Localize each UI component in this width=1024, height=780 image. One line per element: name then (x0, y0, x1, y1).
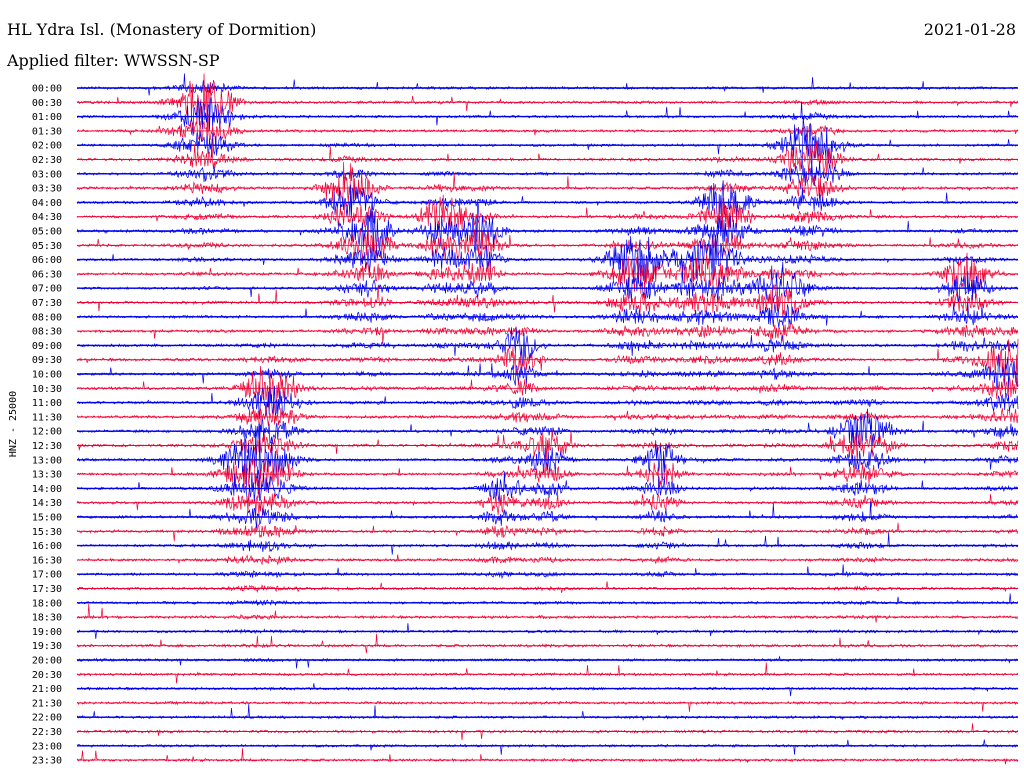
trace-line (76, 704, 1019, 721)
trace-line (76, 469, 1019, 504)
trace-line (76, 261, 1019, 317)
trace-line (76, 201, 1019, 256)
tick-label: 19:00 (32, 627, 62, 638)
tick-label: 09:00 (32, 341, 62, 352)
tick-label: 01:30 (32, 126, 62, 137)
tick-label: 23:00 (32, 741, 62, 752)
trace-line (76, 385, 1019, 420)
tick-label: 14:00 (32, 484, 62, 495)
trace-line (76, 554, 1019, 566)
record-date: 2021-01-28 (924, 20, 1016, 39)
tick-label: 06:00 (32, 255, 62, 266)
trace-line (76, 425, 1019, 495)
tick-label: 08:00 (32, 312, 62, 323)
tick-label: 17:30 (32, 584, 62, 595)
tick-label: 02:30 (32, 155, 62, 166)
tick-label: 15:30 (32, 527, 62, 538)
station-title: HL Ydra Isl. (Monastery of Dormition) (7, 20, 316, 39)
tick-label: 21:00 (32, 684, 62, 695)
trace-line (76, 655, 1019, 669)
tick-label: 03:00 (32, 169, 62, 180)
trace-line (76, 366, 1019, 413)
tick-label: 00:30 (32, 98, 62, 109)
tick-label: 16:30 (32, 555, 62, 566)
trace-group (76, 73, 1019, 765)
trace-line (76, 564, 1019, 580)
trace-line (76, 456, 1019, 498)
tick-label: 11:30 (32, 412, 62, 423)
trace-line (76, 405, 1019, 432)
tick-label: 23:30 (32, 756, 62, 767)
tick-label: 18:00 (32, 598, 62, 609)
tick-label: 10:00 (32, 370, 62, 381)
tick-label: 07:30 (32, 298, 62, 309)
trace-line (76, 522, 1019, 542)
tick-label: 22:00 (32, 713, 62, 724)
tick-label: 08:30 (32, 327, 62, 338)
trace-line (76, 322, 1019, 344)
tick-label: 18:30 (32, 613, 62, 624)
tick-label: 13:30 (32, 470, 62, 481)
tick-label: 05:00 (32, 227, 62, 238)
tick-label: 21:30 (32, 698, 62, 709)
trace-line (76, 532, 1019, 555)
trace-line (76, 501, 1019, 529)
trace-line (76, 683, 1019, 697)
tick-label: 14:30 (32, 498, 62, 509)
tick-label: 15:00 (32, 513, 62, 524)
tick-label: 03:30 (32, 184, 62, 195)
tick-label: 00:00 (32, 84, 62, 95)
y-axis-label: HNZ - 25000 (8, 391, 19, 457)
tick-label: 20:30 (32, 670, 62, 681)
trace-line (76, 194, 1019, 237)
trace-line (76, 302, 1019, 328)
tick-label: 01:00 (32, 112, 62, 123)
tick-label: 19:30 (32, 641, 62, 652)
trace-line (76, 73, 1019, 96)
tick-label: 06:30 (32, 269, 62, 280)
tick-label: 02:00 (32, 141, 62, 152)
tick-label: 16:00 (32, 541, 62, 552)
trace-line (76, 160, 1018, 190)
trace-line (76, 430, 1019, 464)
trace-line (76, 338, 1019, 384)
tick-label: 11:00 (32, 398, 62, 409)
trace-line (76, 662, 1019, 684)
trace-line (76, 492, 1019, 516)
tick-label: 07:00 (32, 284, 62, 295)
time-tick-labels: 00:00 00:30 01:00 01:30 02:00 02:30 03:00 03:30… (32, 84, 62, 767)
tick-label: 05:30 (32, 241, 62, 252)
trace-line (76, 138, 1019, 178)
tick-label: 10:30 (32, 384, 62, 395)
trace-line (76, 73, 1019, 134)
tick-label: 20:00 (32, 656, 62, 667)
filter-label: Applied filter: WWSSN-SP (6, 51, 220, 70)
tick-label: 09:30 (32, 355, 62, 366)
trace-line (76, 162, 1019, 206)
tick-label: 12:00 (32, 427, 62, 438)
trace-line (76, 581, 1019, 594)
trace-line (76, 748, 1019, 765)
trace-line (76, 633, 1019, 654)
tick-label: 04:00 (32, 198, 62, 209)
trace-line (76, 739, 1019, 755)
trace-line (76, 593, 1019, 607)
tick-label: 22:30 (32, 727, 62, 738)
tick-label: 13:00 (32, 455, 62, 466)
trace-line (76, 603, 1019, 623)
tick-label: 04:30 (32, 212, 62, 223)
tick-label: 17:00 (32, 570, 62, 581)
tick-label: 12:30 (32, 441, 62, 452)
